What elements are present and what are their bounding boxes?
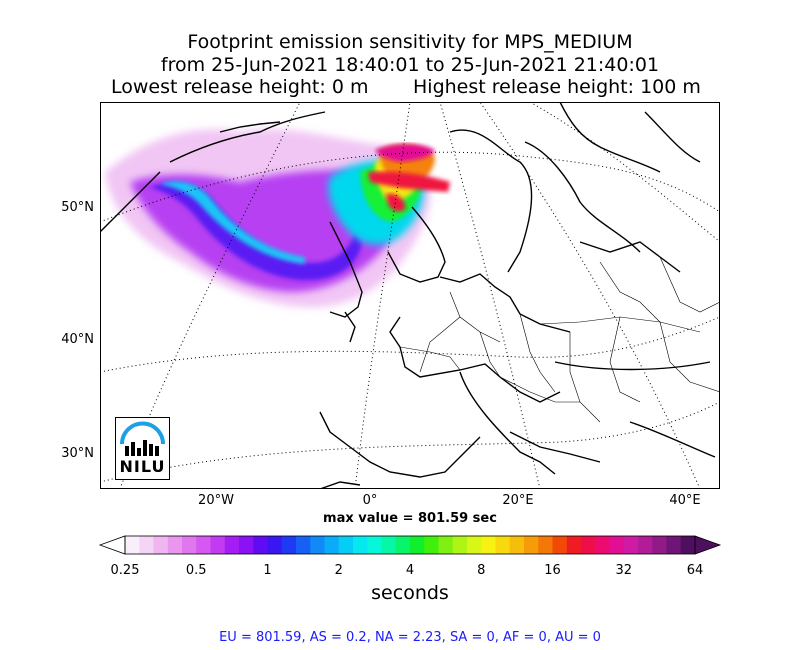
colorbar-cell bbox=[324, 536, 340, 554]
logo-arc-icon bbox=[120, 421, 165, 456]
colorbar-cell bbox=[338, 536, 354, 554]
colorbar-cell bbox=[552, 536, 568, 554]
colorbar bbox=[98, 535, 722, 555]
colorbar-tick-label: 0.25 bbox=[110, 563, 140, 578]
colorbar-cell bbox=[581, 536, 596, 554]
colorbar-cell bbox=[210, 536, 226, 554]
colorbar-cell bbox=[566, 536, 582, 554]
colorbar-low-extend bbox=[98, 535, 126, 555]
colorbar-cell bbox=[410, 536, 425, 554]
colorbar-tick-label: 0.5 bbox=[185, 563, 207, 578]
lat-label-30n: 30°N bbox=[61, 446, 94, 461]
colorbar-cell bbox=[623, 536, 639, 554]
colorbar-unit-label: seconds bbox=[371, 582, 449, 604]
colorbar-cell bbox=[281, 536, 297, 554]
colorbar-cell bbox=[153, 536, 169, 554]
regional-stats: EU = 801.59, AS = 0.2, NA = 2.23, SA = 0… bbox=[219, 630, 601, 645]
lon-label-20e: 20°E bbox=[502, 493, 534, 508]
lon-label-40e: 40°E bbox=[669, 493, 701, 508]
colorbar-cell bbox=[680, 536, 696, 554]
lat-label-50n: 50°N bbox=[61, 200, 94, 215]
colorbar-tick-label: 32 bbox=[615, 563, 633, 578]
logo-text: NILU bbox=[119, 457, 166, 476]
coastlines bbox=[100, 102, 716, 489]
colorbar-cell bbox=[609, 536, 625, 554]
colorbar-high-extend bbox=[694, 535, 722, 555]
colorbar-cell bbox=[395, 536, 411, 554]
emission-footprint-plume bbox=[105, 129, 450, 308]
colorbar-cell bbox=[310, 536, 325, 554]
colorbar-tick-label: 1 bbox=[263, 563, 272, 578]
colorbar-cell bbox=[367, 536, 382, 554]
colorbar-cell bbox=[509, 536, 525, 554]
colorbar-tick-label: 4 bbox=[405, 563, 415, 578]
lowest-release-height: Lowest release height: 0 m bbox=[111, 76, 369, 98]
colorbar-cell bbox=[638, 536, 653, 554]
plot-title-line1: Footprint emission sensitivity for MPS_M… bbox=[187, 31, 633, 53]
colorbar-cell bbox=[467, 536, 482, 554]
colorbar-cell bbox=[139, 536, 154, 554]
colorbar-cell bbox=[538, 536, 553, 554]
colorbar-cell bbox=[438, 536, 454, 554]
colorbar-cell bbox=[595, 536, 610, 554]
colorbar-cell bbox=[196, 536, 211, 554]
colorbar-cell bbox=[666, 536, 682, 554]
colorbar-cell bbox=[239, 536, 254, 554]
colorbar-cell bbox=[524, 536, 539, 554]
colorbar-cell bbox=[224, 536, 240, 554]
colorbar-tick-label: 64 bbox=[686, 563, 704, 578]
map-panel bbox=[100, 102, 720, 489]
colorbar-cell bbox=[353, 536, 368, 554]
colorbar-cell bbox=[481, 536, 496, 554]
colorbar-cell bbox=[167, 536, 183, 554]
lon-label-0: 0° bbox=[362, 493, 378, 508]
colorbar-cell bbox=[381, 536, 397, 554]
graticule bbox=[100, 102, 720, 489]
colorbar-cell bbox=[452, 536, 468, 554]
colorbar-cell bbox=[424, 536, 439, 554]
max-value-label: max value = 801.59 sec bbox=[323, 511, 497, 526]
colorbar-cell bbox=[125, 536, 140, 554]
colorbar-cell bbox=[182, 536, 197, 554]
colorbar-tick-label: 16 bbox=[544, 563, 561, 578]
lat-label-40n: 40°N bbox=[61, 332, 94, 347]
highest-release-height: Highest release height: 100 m bbox=[413, 76, 701, 98]
colorbar-tick-label: 8 bbox=[477, 563, 486, 578]
colorbar-cell bbox=[296, 536, 311, 554]
plot-title-line2: from 25-Jun-2021 18:40:01 to 25-Jun-2021… bbox=[160, 54, 660, 76]
colorbar-tick-label: 2 bbox=[334, 563, 343, 578]
colorbar-cell bbox=[253, 536, 268, 554]
colorbar-cell bbox=[495, 536, 511, 554]
nilu-logo: NILU bbox=[115, 417, 170, 480]
colorbar-cell bbox=[267, 536, 283, 554]
country-borders bbox=[399, 256, 720, 423]
colorbar-cell bbox=[652, 536, 667, 554]
lon-label-20w: 20°W bbox=[198, 493, 234, 508]
